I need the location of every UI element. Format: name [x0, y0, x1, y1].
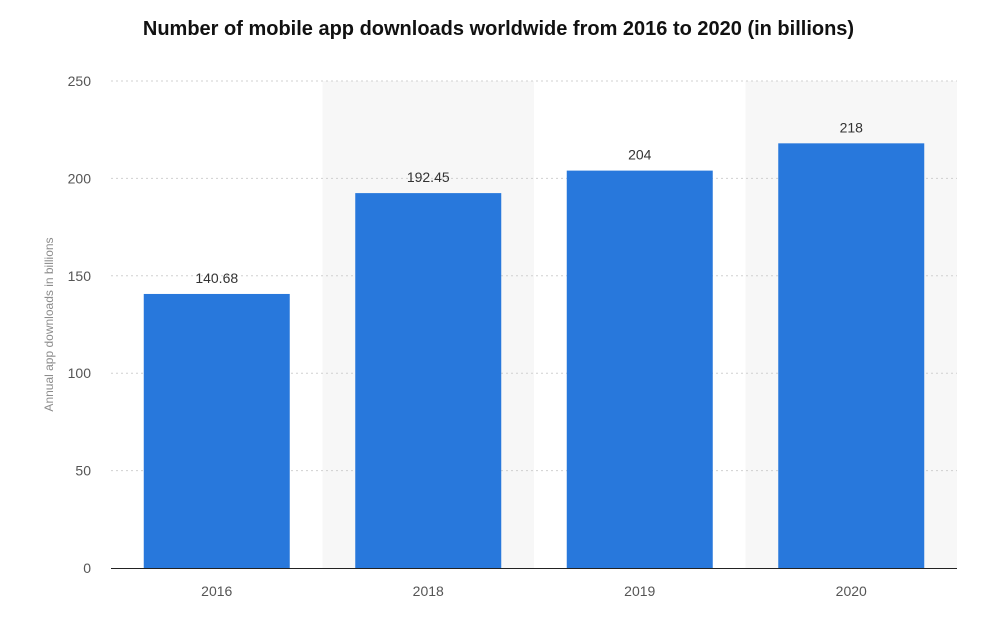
y-tick-label-200: 200: [68, 170, 92, 186]
x-tick-label-2018: 2018: [413, 583, 444, 599]
x-tick-label-2019: 2019: [624, 583, 655, 599]
y-axis-ticks: 0 50 100 150 200 250: [68, 73, 92, 576]
y-tick-label-150: 150: [68, 268, 92, 284]
data-label-2019: 204: [628, 147, 652, 163]
x-tick-label-2020: 2020: [836, 583, 867, 599]
x-tick-label-2016: 2016: [201, 583, 232, 599]
bar-2020[interactable]: [778, 143, 925, 568]
chart-title: Number of mobile app downloads worldwide…: [142, 18, 855, 40]
y-axis-label: Annual app downloads in billions: [42, 237, 56, 411]
bar-2019[interactable]: [566, 170, 713, 568]
data-labels: 140.68 192.45 204 218: [195, 119, 863, 286]
y-tick-label-100: 100: [68, 365, 92, 381]
x-axis-ticks: 2016 2018 2019 2020: [201, 583, 867, 599]
bar-2016[interactable]: [143, 293, 290, 568]
data-label-2016: 140.68: [195, 270, 238, 286]
bar-series: [143, 143, 925, 568]
data-label-2018: 192.45: [407, 169, 450, 185]
data-label-2020: 218: [840, 119, 864, 135]
bar-2018[interactable]: [355, 193, 502, 568]
y-tick-label-0: 0: [83, 560, 91, 576]
y-tick-label-50: 50: [75, 463, 91, 479]
y-tick-label-250: 250: [68, 73, 92, 89]
